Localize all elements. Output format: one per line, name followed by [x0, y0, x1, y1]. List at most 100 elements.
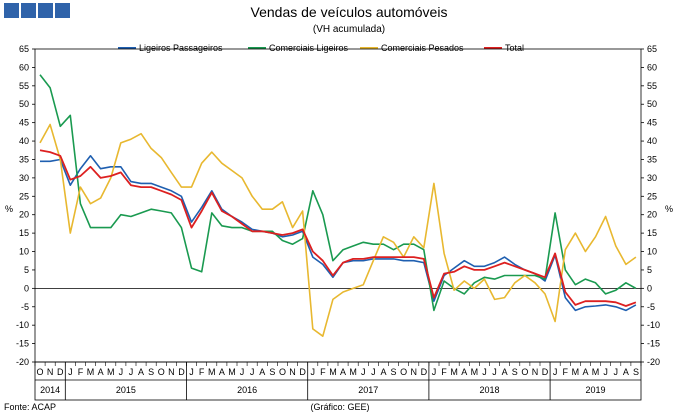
y-tick-label-left: 45: [19, 118, 29, 128]
x-month-label: D: [178, 367, 185, 377]
plot-frame: [34, 48, 642, 401]
legend-label: Comerciais Pesados: [381, 43, 464, 53]
y-tick-label-left: 35: [19, 154, 29, 164]
x-month-label: O: [279, 367, 286, 377]
x-month-label: N: [532, 367, 539, 377]
y-tick-label-left: -15: [16, 339, 29, 349]
y-tick-label-left: 50: [19, 99, 29, 109]
x-month-label: J: [492, 367, 497, 377]
x-month-label: F: [199, 367, 205, 377]
y-tick-label-right: 45: [647, 118, 657, 128]
x-year-label: 2019: [586, 385, 606, 395]
x-month-label: F: [441, 367, 447, 377]
x-month-label: N: [168, 367, 175, 377]
x-month-label: J: [119, 367, 124, 377]
x-month-label: M: [592, 367, 600, 377]
logo-tile-1: [4, 3, 19, 18]
x-month-label: J: [189, 367, 194, 377]
series-line-comerciais-ligeiros: [39, 74, 637, 312]
x-month-label: J: [68, 367, 73, 377]
x-month-label: O: [37, 367, 44, 377]
x-month-label: M: [87, 367, 95, 377]
x-month-label: M: [228, 367, 236, 377]
series-line-total: [39, 149, 637, 307]
chart-title: Vendas de veículos automóveis: [251, 4, 448, 20]
x-month-label: M: [329, 367, 337, 377]
x-month-label: O: [521, 367, 528, 377]
x-month-label: D: [421, 367, 428, 377]
x-month-label: A: [98, 367, 104, 377]
y-tick-label-left: 30: [19, 173, 29, 183]
x-month-label: A: [259, 367, 265, 377]
y-tick-label-left: 0: [24, 283, 29, 293]
legend-label: Total: [505, 43, 524, 53]
y-tick-label-right: 15: [647, 228, 657, 238]
chart-subtitle: (VH acumulada): [313, 24, 385, 35]
header-logo: [4, 3, 70, 18]
logo-tile-3: [38, 3, 53, 18]
series-lines: [39, 74, 637, 338]
y-tick-label-left: -5: [21, 302, 29, 312]
x-month-label: J: [311, 367, 316, 377]
y-tick-label-right: 50: [647, 99, 657, 109]
y-tick-label-right: 55: [647, 81, 657, 91]
legend-label: Ligeiros Passageiros: [139, 43, 223, 53]
series-line-comerciais-pesados: [39, 123, 637, 338]
x-month-label: S: [633, 367, 639, 377]
y-tick-label-left: 65: [19, 44, 29, 54]
y-tick-label-left: -10: [16, 320, 29, 330]
legend-label: Comerciais Ligeiros: [269, 43, 349, 53]
x-month-label: A: [138, 367, 144, 377]
x-month-label: J: [240, 367, 245, 377]
y-tick-label-left: 5: [24, 265, 29, 275]
x-month-label: A: [219, 367, 225, 377]
y-tick-label-left: 40: [19, 136, 29, 146]
x-month-label: A: [461, 367, 467, 377]
x-month-label: J: [553, 367, 558, 377]
y-tick-label-right: 35: [647, 154, 657, 164]
x-year-label: 2014: [40, 385, 60, 395]
y-tick-label-left: 25: [19, 191, 29, 201]
plot-border: [34, 48, 642, 363]
x-month-label: M: [107, 367, 115, 377]
x-month-label: S: [391, 367, 397, 377]
y-tick-label-right: -20: [647, 357, 660, 367]
x-month-label: D: [299, 367, 306, 377]
x-month-label: O: [158, 367, 165, 377]
x-month-label: J: [371, 367, 376, 377]
y-tick-label-right: 5: [647, 265, 652, 275]
y-axis-right-label: %: [665, 204, 673, 214]
y-tick-label-right: 30: [647, 173, 657, 183]
x-month-label: M: [208, 367, 216, 377]
y-tick-label-left: -20: [16, 357, 29, 367]
y-tick-label-right: 60: [647, 62, 657, 72]
y-tick-label-right: 65: [647, 44, 657, 54]
x-month-label: J: [482, 367, 487, 377]
x-month-label: J: [614, 367, 619, 377]
x-month-label: N: [47, 367, 54, 377]
x-month-label: A: [502, 367, 508, 377]
x-month-label: M: [572, 367, 580, 377]
x-month-label: J: [603, 367, 608, 377]
x-year-label: 2016: [237, 385, 257, 395]
y-tick-label-right: 25: [647, 191, 657, 201]
y-tick-label-right: 20: [647, 210, 657, 220]
x-month-label: J: [250, 367, 255, 377]
y-tick-label-right: 0: [647, 283, 652, 293]
x-year-label: 2017: [358, 385, 378, 395]
x-month-label: A: [340, 367, 346, 377]
y-tick-label-right: 10: [647, 247, 657, 257]
x-month-label: M: [349, 367, 357, 377]
logo-tile-4: [55, 3, 70, 18]
y-tick-label-right: -10: [647, 320, 660, 330]
source-note: Fonte: ACAP: [4, 402, 56, 412]
x-year-label: 2015: [116, 385, 136, 395]
x-month-label: S: [148, 367, 154, 377]
x-month-label: F: [320, 367, 326, 377]
y-axis-left: -20 -15 -10 -5 0 5 10 15 20 25 30 35 40 45 50 55 60 65: [16, 44, 35, 367]
x-month-label: J: [432, 367, 437, 377]
credit-note: (Gráfico: GEE): [310, 402, 369, 412]
x-month-label: N: [289, 367, 296, 377]
